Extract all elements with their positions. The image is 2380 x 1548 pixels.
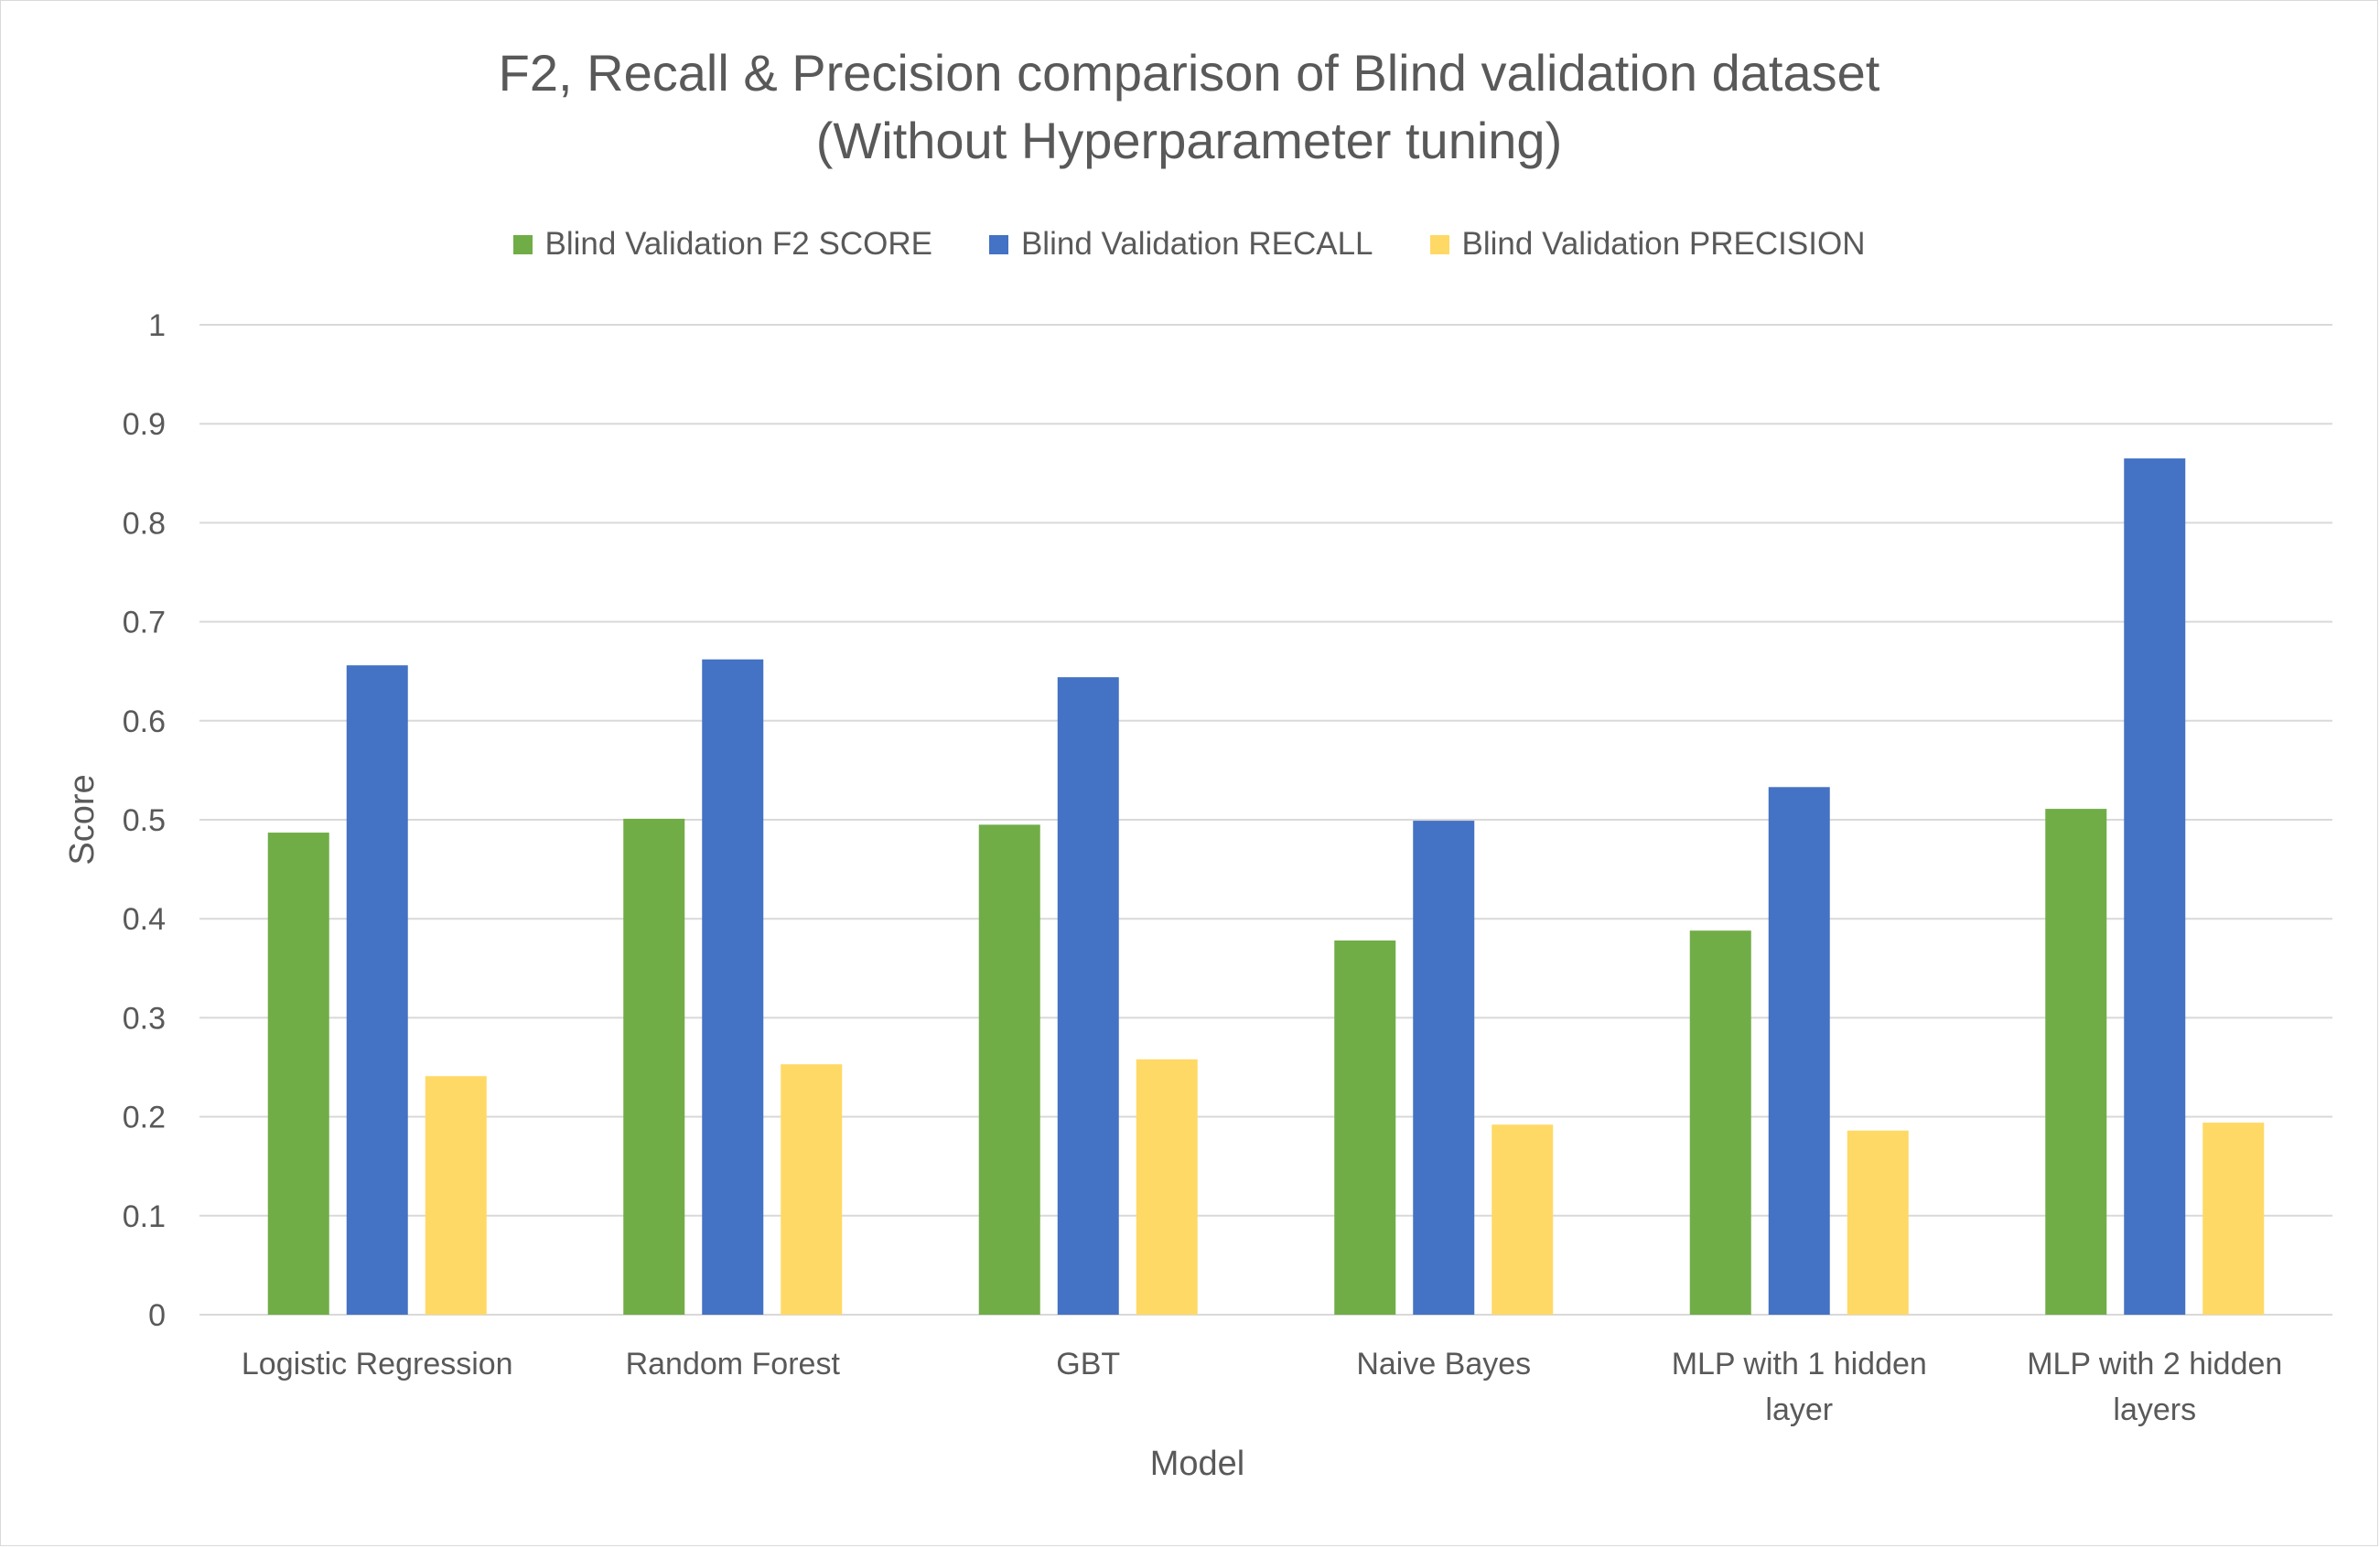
y-tick-label: 0.9 [123,407,166,442]
legend-item-precision: Blind Validation PRECISION [1429,217,1866,272]
bar [623,818,685,1315]
y-tick-label: 0.6 [123,704,166,739]
bar [1334,941,1396,1315]
y-tick-label: 1 [148,308,166,343]
x-tick-labels: Logistic Regression Random Forest GBT Naive… [242,1347,2282,1427]
x-tick-label: Random Forest [626,1347,841,1381]
legend-swatch-precision [1429,234,1449,254]
x-tick-label-line: Naive Bayes [1356,1347,1531,1381]
chart-title-line-2: (Without Hyperparameter tuning) [815,112,1563,169]
gridlines [199,324,2332,1316]
y-tick-label: 0.3 [123,1001,166,1036]
legend-item-recall: Blind Validation RECALL [988,217,1373,272]
x-tick-label-line: MLP with 1 hidden [1672,1347,1927,1381]
y-tick-label: 0 [148,1298,166,1333]
bar [2124,458,2186,1315]
x-tick-label-line: layer [1765,1392,1833,1427]
y-tick-label: 0.7 [123,606,166,640]
bar [346,665,408,1315]
y-tick-label: 0.5 [123,803,166,838]
bar [978,824,1040,1315]
bar [702,659,764,1315]
y-tick-label: 0.4 [123,902,166,937]
legend-swatch-f2-score [512,234,533,254]
bar [2045,809,2107,1315]
y-tick-label: 0.1 [123,1199,166,1234]
x-tick-label-line: Logistic Regression [242,1347,513,1381]
y-tick-label: 0.8 [123,506,166,541]
bars-group [267,458,2265,1315]
chart-legend: Blind Validation F2 SCORE Blind Validati… [1,217,2377,272]
x-tick-label: Naive Bayes [1356,1347,1531,1381]
x-tick-label-line: layers [2113,1392,2196,1427]
bar [425,1076,487,1315]
x-tick-label: Logistic Regression [242,1347,513,1381]
legend-item-f2-score: Blind Validation F2 SCORE [512,217,932,272]
legend-label-f2-score: Blind Validation F2 SCORE [544,226,932,262]
bar [781,1064,843,1315]
x-axis-title: Model [1150,1445,1245,1483]
bar [1057,677,1119,1315]
x-tick-label-line: Random Forest [626,1347,841,1381]
bar [1413,821,1475,1315]
bar [1492,1124,1554,1315]
legend-swatch-recall [988,234,1008,254]
legend-label-recall: Blind Validation RECALL [1020,226,1373,262]
bar [1136,1059,1198,1315]
x-tick-label-line: MLP with 2 hidden [2027,1347,2282,1381]
x-tick-label: MLP with 1 hidden layer [1672,1347,1927,1427]
y-axis-title: Score [63,774,102,865]
legend-label-precision: Blind Validation PRECISION [1461,226,1866,262]
y-tick-label: 0.2 [123,1101,166,1135]
y-tick-labels: 0 0.1 0.2 0.3 0.4 0.5 0.6 0.7 0.8 0.9 1 [123,308,166,1333]
x-tick-label-line: GBT [1056,1347,1120,1381]
bar [1768,787,1830,1315]
bar [1689,930,1751,1315]
bar [1847,1130,1909,1315]
x-tick-label: MLP with 2 hidden layers [2027,1347,2282,1427]
chart-title-line-1: F2, Recall & Precision comparison of Bli… [498,44,1880,102]
x-tick-label: GBT [1056,1347,1120,1381]
bar [2202,1123,2265,1315]
bar [267,833,329,1315]
